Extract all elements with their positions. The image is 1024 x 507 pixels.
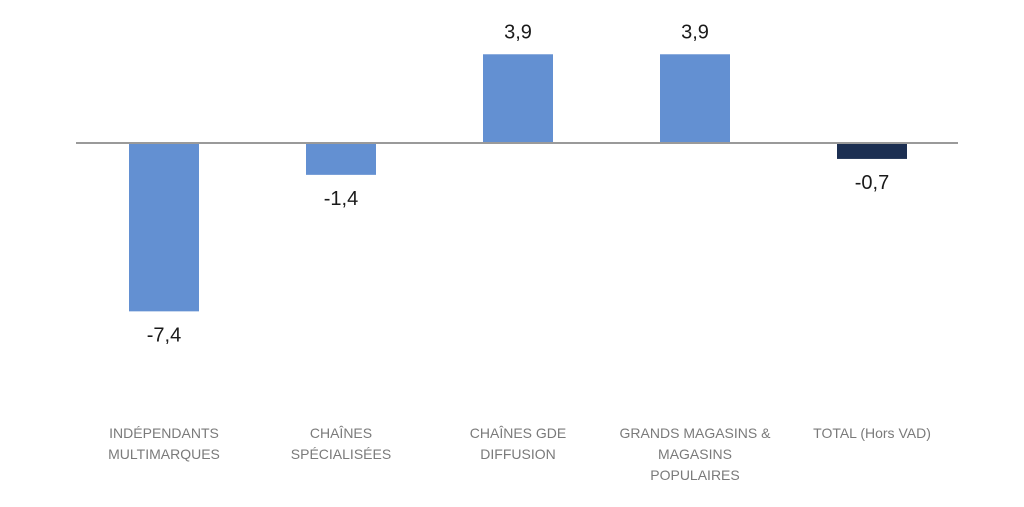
category-label-2-line-1: CHAÎNES	[310, 425, 372, 441]
category-label-1-line-2: MULTIMARQUES	[108, 446, 220, 462]
category-label-3-line-1: CHAÎNES GDE	[470, 425, 566, 441]
value-label-3: 3,9	[504, 21, 532, 43]
bar-4	[660, 54, 730, 143]
bar-2	[306, 143, 376, 175]
category-label-5-line-1: TOTAL (Hors VAD)	[813, 425, 931, 441]
value-label-4: 3,9	[681, 21, 709, 43]
value-label-2: -1,4	[324, 188, 358, 210]
bar-5	[837, 143, 907, 159]
category-label-4-line-2: MAGASINS	[658, 446, 732, 462]
value-labels-layer: -7,4 -1,4 3,9 3,9 -0,7	[147, 21, 889, 346]
bar-1	[129, 143, 199, 312]
category-label-2-line-2: SPÉCIALISÉES	[291, 446, 391, 462]
category-label-4-line-1: GRANDS MAGASINS &	[620, 425, 772, 441]
bars-layer	[129, 54, 907, 312]
bar-3	[483, 54, 553, 143]
category-label-1-line-1: INDÉPENDANTS	[109, 425, 219, 441]
category-label-3-line-2: DIFFUSION	[480, 446, 555, 462]
category-label-4-line-3: POPULAIRES	[650, 467, 739, 483]
category-labels-layer: INDÉPENDANTS MULTIMARQUES CHAÎNES SPÉCIALIS…	[108, 425, 931, 483]
value-label-5: -0,7	[855, 172, 889, 194]
value-label-1: -7,4	[147, 324, 181, 346]
